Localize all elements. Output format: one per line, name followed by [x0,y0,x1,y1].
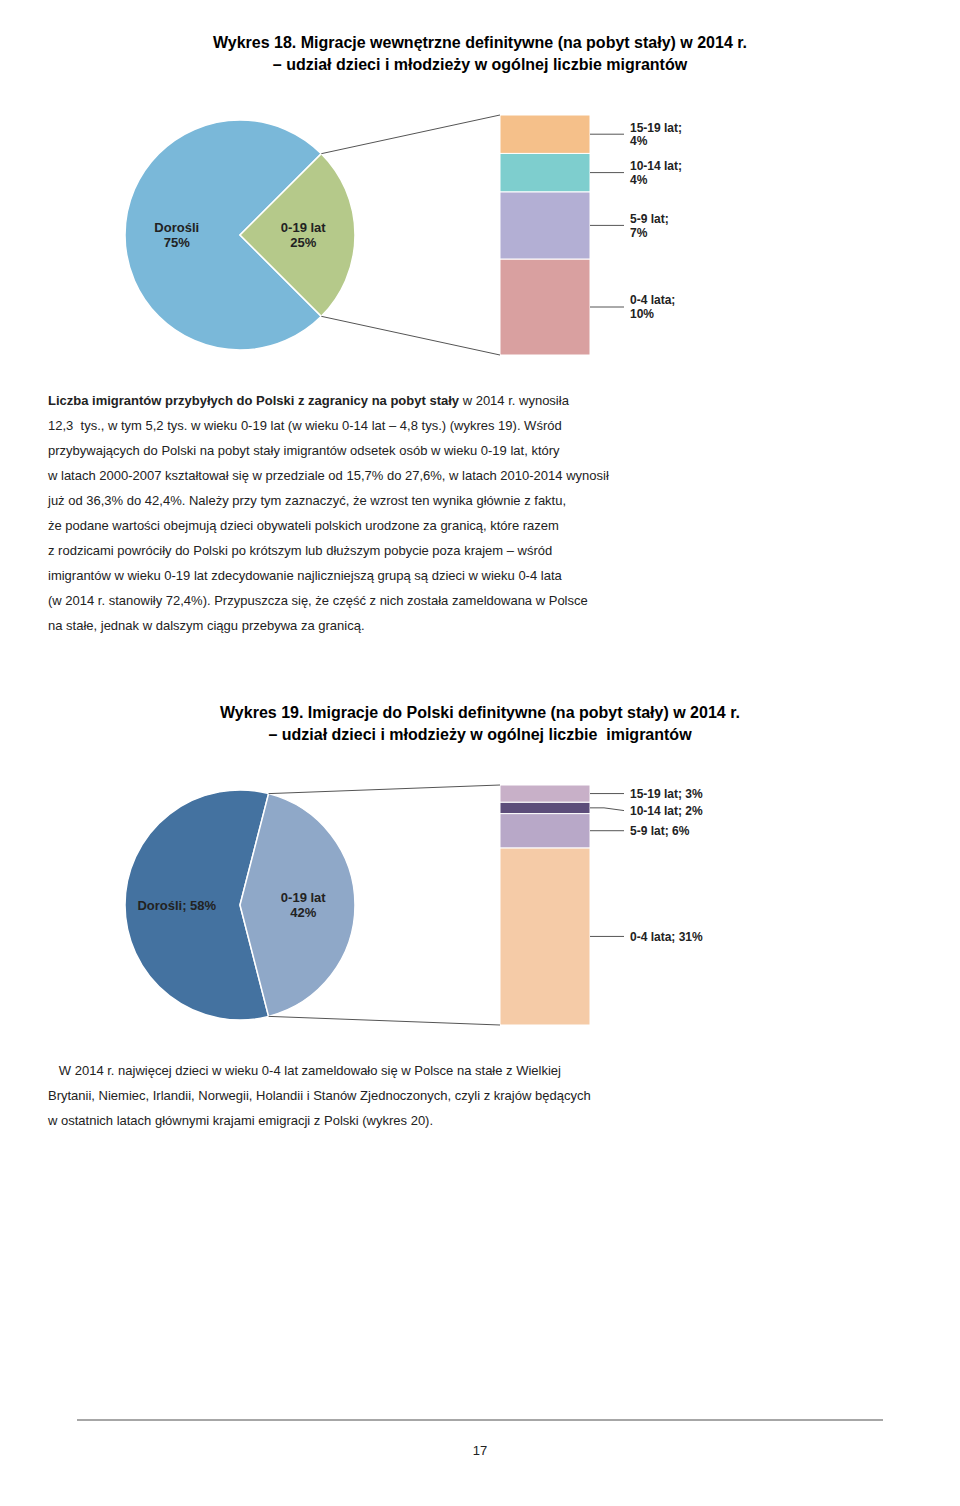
segment-label-line: 0-4 lata; [630,293,675,307]
slice-label-line: 42% [290,905,316,920]
chart-title: Wykres 19. Imigracje do Polski definityw… [220,704,740,721]
paragraph-line: (w 2014 r. stanowiły 72,4%). Przypuszcza… [48,593,588,608]
slice-label-line: 0-19 lat [281,220,326,235]
paragraph-line: 12,3 tys., w tym 5,2 tys. w wieku 0-19 l… [48,418,562,433]
slice-label-line: Dorośli [154,220,199,235]
leader-line [590,307,624,308]
paragraph-line: w ostatnich latach głównymi krajami emig… [47,1113,433,1128]
leader-line [590,172,624,173]
slice-label-line: 25% [290,235,316,250]
page-container: Wykres 18. Migracje wewnętrzne definityw… [0,0,960,1506]
segment-label: 15-19 lat; 3% [630,787,703,801]
segment-label-line: 4% [630,134,648,148]
pie: Dorośli; 58% 0-19 lat42% [125,790,355,1020]
segment-label-line: 4% [630,173,648,187]
slice-label: Dorośli75% [154,220,199,250]
paragraph-text: w 2014 r. wynosiła [459,393,570,408]
bar-segment [500,785,590,802]
segment-label-line: 5-9 lat; 6% [630,824,690,838]
paragraph-line: z rodzicami powróciły do Polski po króts… [48,543,552,558]
bar-segment [500,814,590,848]
paragraph-line: W 2014 r. najwięcej dzieci w wieku 0-4 l… [48,1063,561,1078]
leader-line [590,830,624,831]
segment-label-line: 0-4 lata; 31% [630,930,703,944]
page-number: 17 [473,1443,487,1458]
segment-label-line: 15-19 lat; [630,121,682,135]
paragraph-line: już od 36,3% do 42,4%. Należy przy tym z… [47,493,566,508]
connector [269,1016,500,1025]
segment-label-line: 10-14 lat; [630,159,682,173]
pie-slice [125,120,321,350]
pie: Dorośli75% 0-19 lat25% [125,120,355,350]
connector [321,115,500,154]
paragraph-line: w latach 2000-2007 kształtował się w prz… [47,468,609,483]
bar-segment [500,153,590,191]
leader-line [590,936,624,937]
leader-line [590,225,624,226]
bar-segment [500,848,590,1025]
segment-label: 15-19 lat;4% [630,121,682,149]
paragraph-line: przybywających do Polski na pobyt stały … [48,443,560,458]
slice-label-line: 0-19 lat [281,890,326,905]
segment-label-line: 7% [630,226,648,240]
chart-panel: Wykres 18. Migracje wewnętrzne definityw… [47,34,747,633]
paragraph-line: Brytanii, Niemiec, Irlandii, Norwegii, H… [48,1088,591,1103]
connector [269,785,500,794]
chart-title: Wykres 18. Migracje wewnętrzne definityw… [213,34,747,51]
slice-label-line: 75% [164,235,190,250]
paragraph-line: na stałe, jednak w dalszym ciągu przebyw… [48,618,365,633]
leader-line [590,808,624,811]
segment-label: 5-9 lat; 6% [630,824,690,838]
bar-segment [500,259,590,355]
segment-label: 5-9 lat;7% [630,212,669,240]
paragraph-line: że podane wartości obejmują dzieci obywa… [48,518,559,533]
slice-label: 0-19 lat42% [281,890,326,920]
page: Wykres 18. Migracje wewnętrzne definityw… [0,0,960,1506]
bar-segment [500,115,590,153]
pie-slice [240,154,355,317]
bar: 15-19 lat; 3% 10-14 lat; 2% 5-9 lat; 6% 0-4… [500,785,703,1025]
chart-subtitle: – udział dzieci i młodzieży w ogólnej li… [273,56,688,73]
paragraph-bold: Liczba imigrantów przybyłych do Polski z… [48,393,460,408]
segment-label-line: 10% [630,307,654,321]
segment-label: 0-4 lata; 31% [630,930,703,944]
segment-label-line: 5-9 lat; [630,212,669,226]
page-separator [77,1420,883,1421]
pie-slice [240,794,355,1017]
segment-label: 10-14 lat; 2% [630,804,703,818]
leader-line [590,793,624,794]
chart-subtitle: – udział dzieci i młodzieży w ogólnej li… [268,726,692,743]
segment-label: 10-14 lat;4% [630,159,682,187]
paragraph-line: Liczba imigrantów przybyłych do Polski z… [48,393,570,408]
segment-label: 0-4 lata;10% [630,293,675,321]
chart-panel: Wykres 19. Imigracje do Polski definityw… [47,704,740,1128]
leader-line [590,134,624,135]
bar-segment [500,802,590,813]
bar-segment [500,192,590,259]
slice-label-line: Dorośli; 58% [137,898,216,913]
bar: 15-19 lat;4%10-14 lat;4%5-9 lat;7%0-4 la… [500,115,682,355]
slice-label: 0-19 lat25% [281,220,326,250]
paragraph-line: imigrantów w wieku 0-19 lat zdecydowanie… [48,568,563,583]
slice-label: Dorośli; 58% [137,898,216,913]
segment-label-line: 10-14 lat; 2% [630,804,703,818]
connector [321,316,500,355]
segment-label-line: 15-19 lat; 3% [630,787,703,801]
